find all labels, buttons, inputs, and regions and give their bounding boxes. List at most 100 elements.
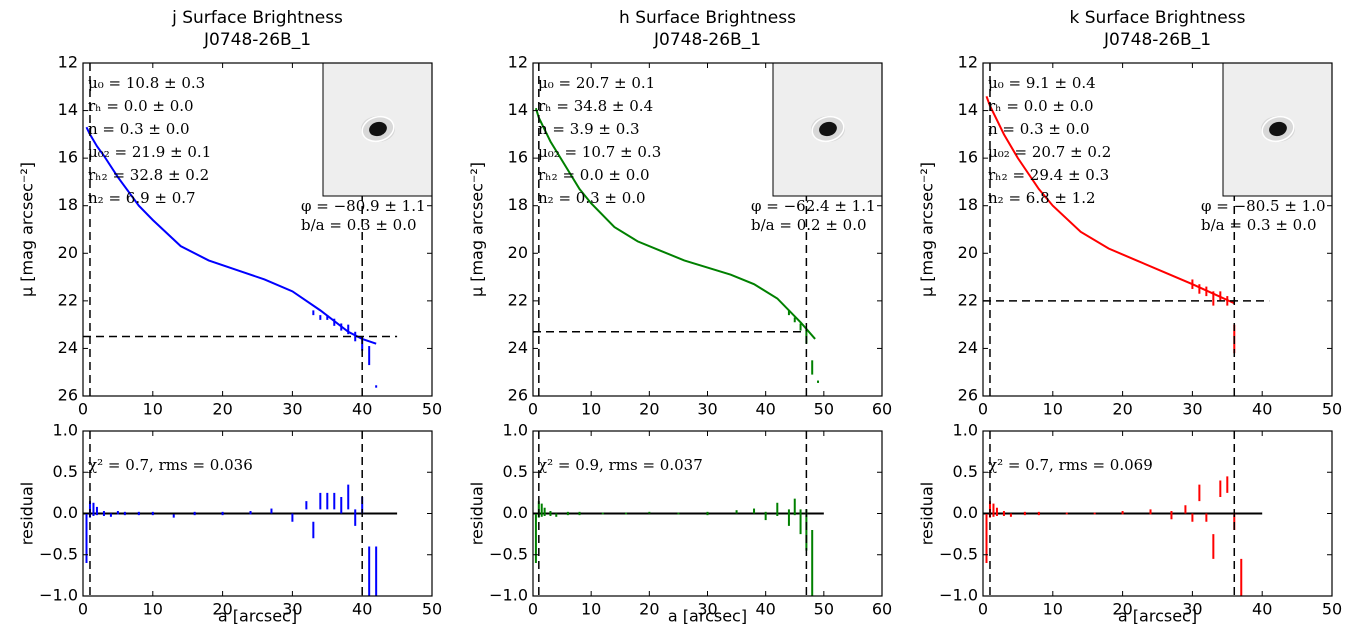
x-tick-label: 20 — [212, 600, 232, 619]
chart-title: j Surface Brightness — [171, 8, 343, 28]
x-tick-label: 0 — [978, 600, 988, 619]
y-tick-label: 16 — [58, 148, 78, 167]
annotation: b/a = 0.3 ± 0.0 — [1201, 216, 1317, 234]
x-tick-label: 0 — [528, 600, 538, 619]
axes-frame — [532, 430, 883, 597]
annotation: χ² = 0.9, rms = 0.037 — [538, 456, 703, 474]
axes-frame — [982, 430, 1333, 597]
y-tick-label: 16 — [958, 148, 978, 167]
y-tick-label: 26 — [508, 386, 528, 405]
y-tick-label: 24 — [508, 338, 528, 357]
x-tick-label: 30 — [282, 400, 302, 419]
y-tick-label: 14 — [958, 100, 978, 119]
y-tick-label: 12 — [958, 53, 978, 72]
axes-frame — [82, 430, 433, 597]
x-tick-label: 0 — [78, 400, 88, 419]
y-tick-label: 0.5 — [953, 462, 978, 481]
y-tick-label: 22 — [508, 290, 528, 309]
inset-image — [322, 62, 433, 197]
annotation: n₂ = 6.9 ± 0.7 — [88, 189, 196, 207]
y-tick-label: 20 — [58, 243, 78, 262]
x-tick-label: 20 — [212, 400, 232, 419]
y-tick-label: 0.0 — [53, 503, 78, 522]
y-tick-label: 16 — [508, 148, 528, 167]
annotation: μ₀ = 9.1 ± 0.4 — [988, 74, 1096, 92]
plot-area — [83, 431, 398, 596]
y-axis-label: residual — [18, 482, 37, 545]
fit-line — [985, 95, 1235, 305]
annotation: φ = −80.5 ± 1.0 — [1201, 197, 1326, 215]
y-axis-label: μ [mag arcsec⁻²] — [18, 162, 37, 297]
y-tick-label: 24 — [958, 338, 978, 357]
y-tick-label: 0.5 — [503, 462, 528, 481]
y-tick-label: 22 — [958, 290, 978, 309]
x-tick-label: 50 — [1322, 600, 1342, 619]
x-tick-label: 30 — [282, 600, 302, 619]
annotation: φ = −80.9 ± 1.1 — [301, 197, 426, 215]
x-tick-label: 50 — [422, 400, 442, 419]
annotation: rₕ = 34.8 ± 0.4 — [538, 97, 653, 115]
panel: residual a [arcsec] 0 10 20 30 40 50 60 −1.0 −0.5 0… — [468, 421, 893, 626]
inset-image — [772, 62, 883, 197]
x-tick-label: 50 — [1322, 400, 1342, 419]
x-tick-label: 20 — [639, 600, 659, 619]
y-tick-label: 12 — [508, 53, 528, 72]
y-tick-label: −0.5 — [939, 544, 978, 563]
x-tick-label: 0 — [978, 400, 988, 419]
chart-title: h Surface Brightness — [619, 8, 796, 28]
annotation: μ₀ = 10.8 ± 0.3 — [88, 74, 205, 92]
y-tick-label: 18 — [508, 195, 528, 214]
x-tick-label: 50 — [814, 600, 834, 619]
inset-image — [1222, 62, 1333, 197]
y-tick-label: 20 — [508, 243, 528, 262]
x-tick-label: 10 — [1043, 400, 1063, 419]
x-tick-label: 30 — [697, 600, 717, 619]
axes-frame — [532, 62, 883, 397]
annotation: χ² = 0.7, rms = 0.036 — [88, 456, 253, 474]
annotation: n = 0.3 ± 0.0 — [988, 120, 1090, 138]
y-tick-label: 18 — [958, 195, 978, 214]
x-tick-label: 30 — [1182, 600, 1202, 619]
y-tick-label: −1.0 — [939, 586, 978, 605]
y-tick-label: 0.0 — [503, 503, 528, 522]
chart-subtitle: J0748-26B_1 — [1103, 30, 1211, 50]
y-axis-label: μ [mag arcsec⁻²] — [918, 162, 937, 297]
y-tick-label: 1.0 — [503, 421, 528, 440]
y-tick-label: 26 — [58, 386, 78, 405]
panel: residual a [arcsec] 0 10 20 30 40 50 −1.0 −0.5 0.0… — [18, 421, 443, 626]
y-tick-label: 0.5 — [53, 462, 78, 481]
x-tick-label: 0 — [78, 600, 88, 619]
annotation: rₕ₂ = 0.0 ± 0.0 — [538, 166, 650, 184]
x-tick-label: 60 — [872, 400, 892, 419]
x-tick-label: 40 — [755, 600, 775, 619]
x-tick-label: 40 — [352, 400, 372, 419]
y-tick-label: 20 — [958, 243, 978, 262]
x-tick-label: 40 — [1252, 400, 1272, 419]
x-tick-label: 10 — [581, 600, 601, 619]
x-tick-label: 50 — [814, 400, 834, 419]
x-tick-label: 20 — [1112, 600, 1132, 619]
x-axis-label: a [arcsec] — [668, 607, 747, 626]
annotation: μ₀₂ = 20.7 ± 0.2 — [988, 143, 1111, 161]
y-tick-label: 1.0 — [53, 421, 78, 440]
chart-title: k Surface Brightness — [1070, 8, 1246, 28]
annotation: rₕ = 0.0 ± 0.0 — [88, 97, 194, 115]
chart-subtitle: J0748-26B_1 — [653, 30, 761, 50]
x-tick-label: 30 — [1182, 400, 1202, 419]
x-tick-label: 0 — [528, 400, 538, 419]
fit-line — [534, 107, 816, 340]
annotation: b/a = 0.2 ± 0.0 — [751, 216, 867, 234]
y-tick-label: −1.0 — [39, 586, 78, 605]
y-tick-label: 18 — [58, 195, 78, 214]
y-tick-label: 1.0 — [953, 421, 978, 440]
axes-frame — [82, 62, 433, 397]
plot-area — [983, 431, 1263, 596]
x-tick-label: 20 — [639, 400, 659, 419]
annotation: χ² = 0.7, rms = 0.069 — [988, 456, 1153, 474]
y-tick-label: 26 — [958, 386, 978, 405]
annotation: μ₀ = 20.7 ± 0.1 — [538, 74, 655, 92]
